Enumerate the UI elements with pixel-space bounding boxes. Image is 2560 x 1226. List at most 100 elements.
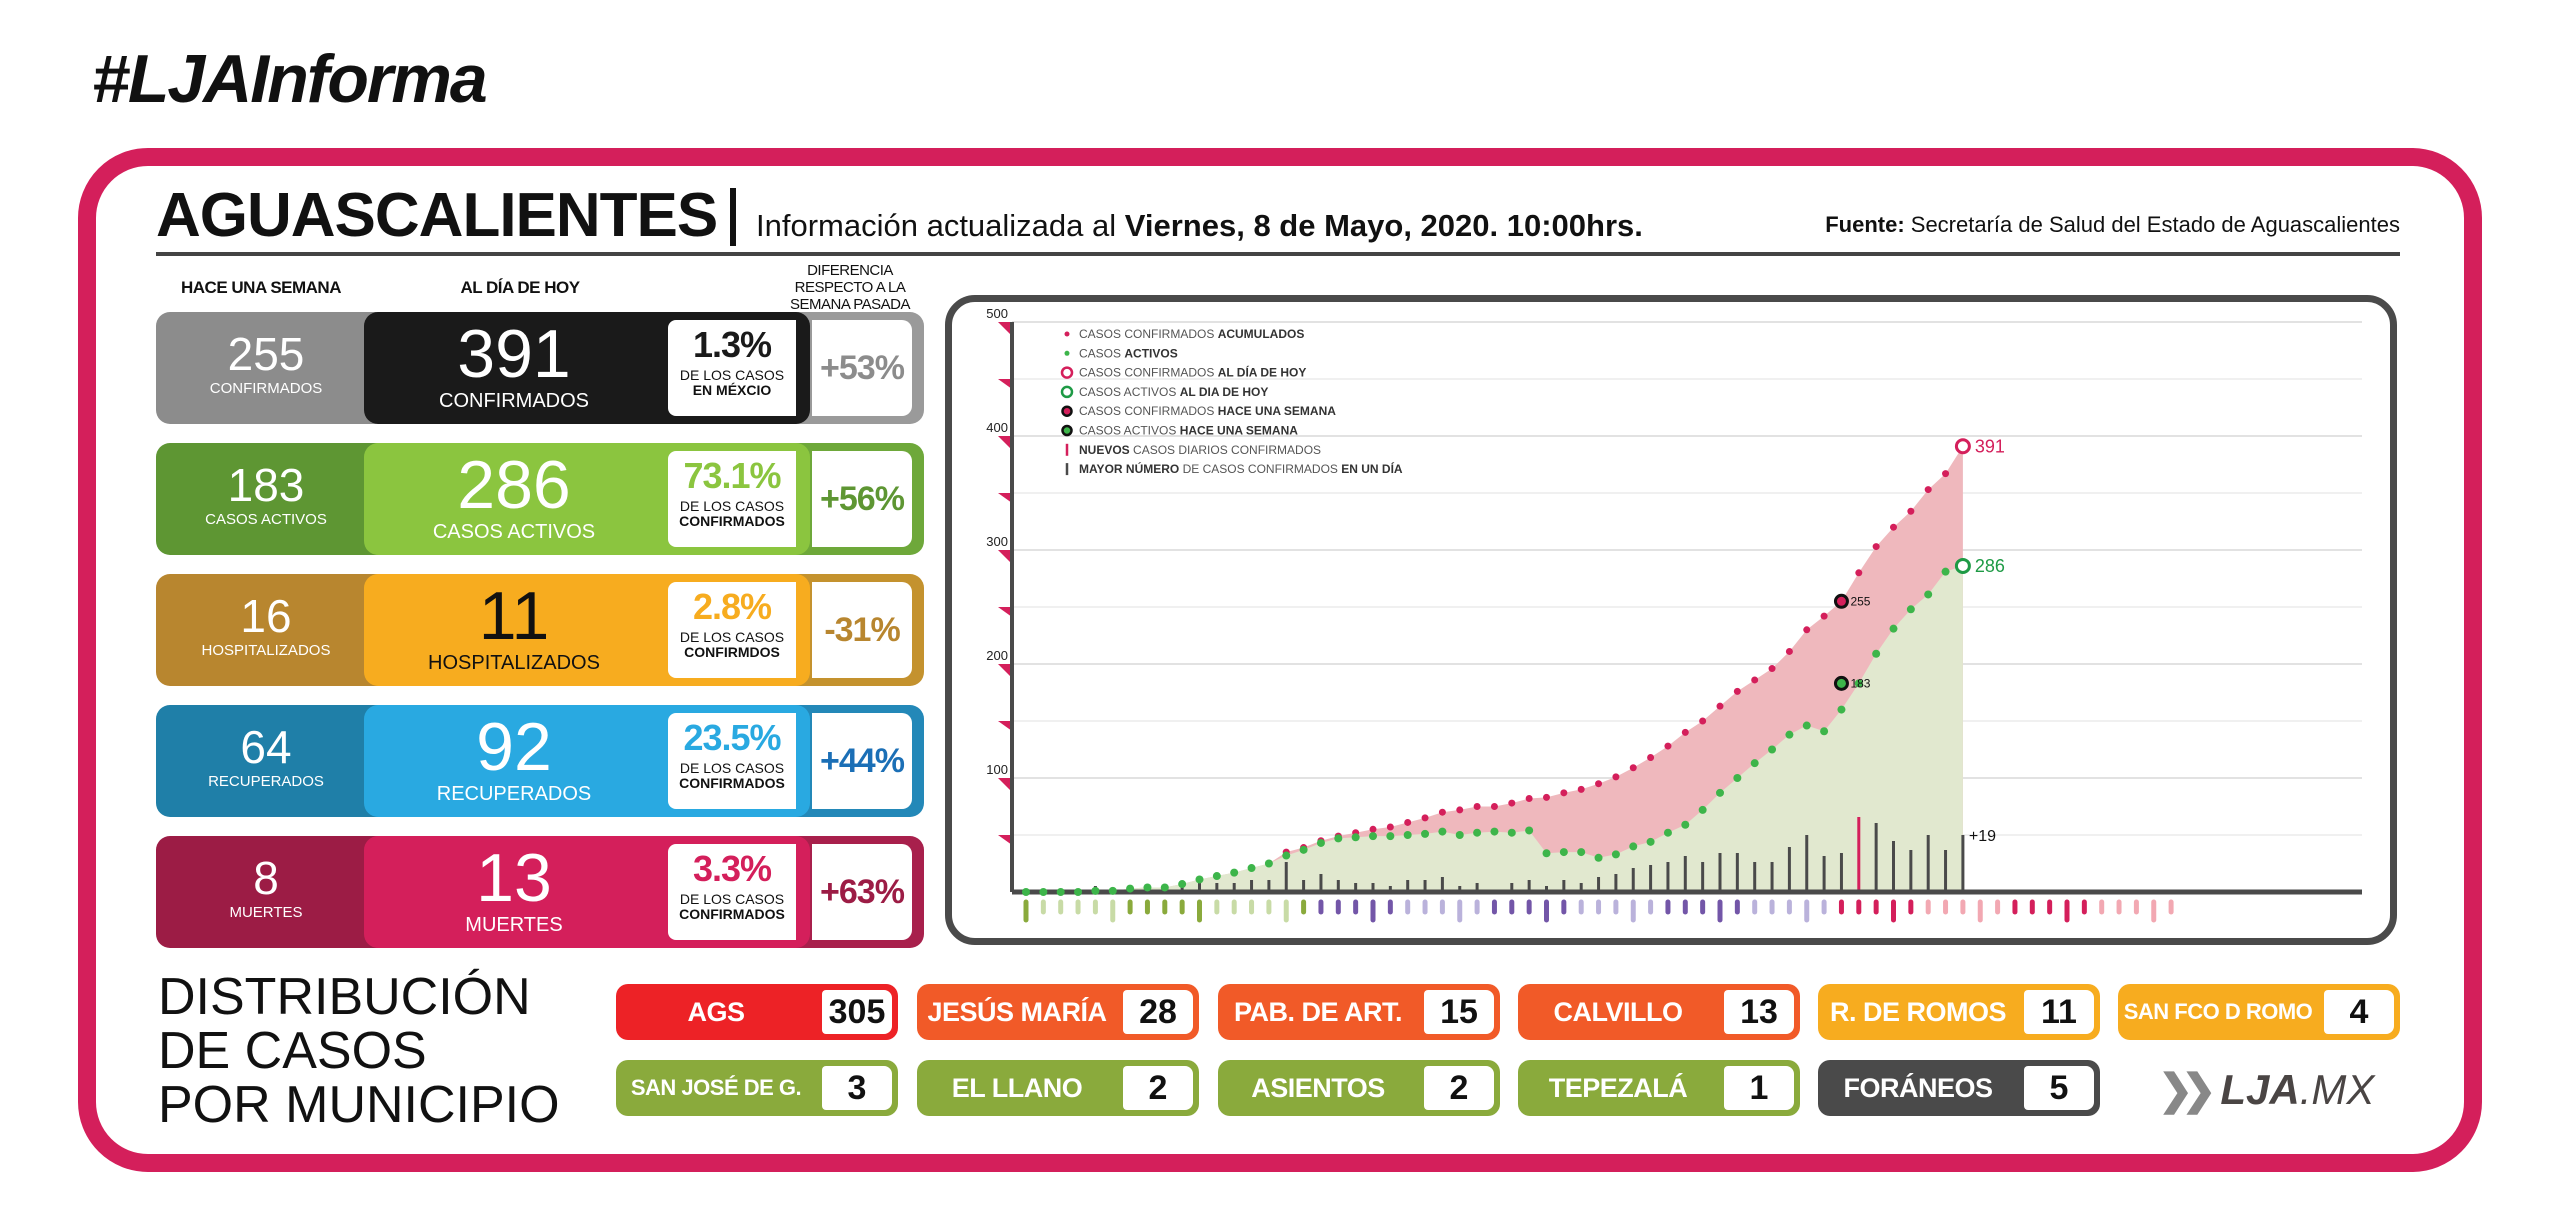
active-point xyxy=(1611,850,1620,859)
y-tick-label: 200 xyxy=(986,648,1008,663)
chart-container: 100 200 300 400 500 391 286 255 183 +19 CASOS CONF… xyxy=(945,295,2397,945)
stat-percent-box: 3.3% DE LOS CASOS CONFIRMADOS xyxy=(668,844,796,940)
y-tick-marker xyxy=(998,835,1012,845)
stat-week-value: 64 xyxy=(240,721,292,773)
col-header-week: HACE UNA SEMANA xyxy=(181,278,342,297)
stat-today-label: CONFIRMADOS xyxy=(439,390,589,412)
stat-week: 16 HOSPITALIZADOS xyxy=(156,574,376,686)
municipality-badge: R. DE ROMOS 11 xyxy=(1818,984,2100,1040)
stat-row: 8 MUERTES 13 MUERTES 3.3% DE LOS CASOS C… xyxy=(156,836,924,948)
active-point xyxy=(1230,868,1239,877)
confirmed-point xyxy=(1612,773,1620,781)
legend-ring-black-green-icon xyxy=(1061,424,1073,437)
active-point xyxy=(1212,872,1221,881)
active-point xyxy=(1178,880,1187,889)
active-point xyxy=(1108,886,1117,895)
legend-item-text: CASOS ACTIVOS AL DIA DE HOY xyxy=(1079,385,1268,399)
stat-today-value: 391 xyxy=(457,316,571,392)
source-text: Secretaría de Salud del Estado de Aguasc… xyxy=(1904,212,2400,237)
active-point xyxy=(1716,788,1724,797)
active-point xyxy=(1698,805,1707,814)
source: Fuente: Secretaría de Salud del Estado d… xyxy=(1825,212,2400,238)
stat-percent-box: 1.3% DE LOS CASOS EN MÉXCIO xyxy=(668,320,796,416)
active-point xyxy=(1941,567,1950,576)
stat-week-label: CASOS ACTIVOS xyxy=(205,511,327,528)
confirmed-point xyxy=(1942,470,1950,478)
y-tick-marker xyxy=(998,379,1012,389)
stat-percent-line2: CONFIRMADOS xyxy=(679,775,785,791)
legend-item-text: CASOS CONFIRMADOS AL DÍA DE HOY xyxy=(1079,365,1306,380)
municipality-name: TEPEZALÁ xyxy=(1548,1073,1688,1103)
stat-percent: 2.8% xyxy=(692,586,772,627)
active-point xyxy=(1264,859,1273,868)
page-title: AGUASCALIENTES xyxy=(156,181,718,250)
stat-week-label: MUERTES xyxy=(229,904,303,921)
source-label: Fuente: xyxy=(1825,212,1905,237)
stat-today: 13 MUERTES 3.3% DE LOS CASOS CONFIRMADOS xyxy=(364,836,810,948)
active-point xyxy=(1386,832,1395,841)
brand-hash: # xyxy=(92,41,130,117)
confirmed-point xyxy=(1924,486,1932,494)
municipality-badge: EL LLANO 2 xyxy=(917,1060,1199,1116)
active-point xyxy=(1473,828,1482,837)
municipality-badge: AGS 305 xyxy=(616,984,898,1040)
active-point xyxy=(1195,875,1204,884)
legend-item-text: CASOS ACTIVOS xyxy=(1079,346,1178,360)
confirmed-point xyxy=(1595,780,1603,788)
stat-today-label: HOSPITALIZADOS xyxy=(428,652,600,674)
confirmed-point xyxy=(1543,793,1550,801)
stat-percent: 23.5% xyxy=(683,717,781,758)
confirmed-point xyxy=(1386,823,1394,831)
active-point xyxy=(1143,883,1152,892)
y-tick-marker xyxy=(998,721,1012,731)
confirmed-point xyxy=(1369,825,1377,833)
confirmed-point xyxy=(1577,785,1585,793)
active-point xyxy=(1559,848,1568,857)
municipality-badge: ASIENTOS 2 xyxy=(1218,1060,1500,1116)
municipality-badge: CALVILLO 13 xyxy=(1518,984,1800,1040)
active-point xyxy=(1854,679,1863,688)
municipality-value: 2 xyxy=(1123,1066,1193,1110)
legend-ring-black-red-icon xyxy=(1061,405,1073,417)
active-point xyxy=(1160,883,1169,892)
confirmed-point xyxy=(1785,647,1793,655)
municipality-badge: FORÁNEOS 5 xyxy=(1818,1060,2100,1116)
today-label: 286 xyxy=(1975,556,2005,576)
stat-percent-line1: DE LOS CASOS xyxy=(679,498,785,514)
stat-percent-line1: DE LOS CASOS xyxy=(679,367,785,383)
municipality-badge: SAN FCO D ROMO 4 xyxy=(2118,984,2400,1040)
confirmed-point xyxy=(1508,799,1516,807)
stat-row: 183 CASOS ACTIVOS 286 CASOS ACTIVOS 73.1… xyxy=(156,443,924,555)
stat-percent-line2: CONFIRMADOS xyxy=(679,906,785,922)
confirmed-point xyxy=(1855,569,1863,577)
active-point xyxy=(1750,759,1759,768)
stat-row: 64 RECUPERADOS 92 RECUPERADOS 23.5% DE L… xyxy=(156,705,924,817)
chart-svg: 100 200 300 400 500 391 286 255 183 +19 CASOS CONF… xyxy=(986,306,2362,923)
active-point xyxy=(1507,828,1516,837)
stat-week-value: 183 xyxy=(227,459,305,511)
active-point xyxy=(1022,888,1030,896)
confirmed-point xyxy=(1820,612,1828,620)
lja-mx-logo: ❯❯ LJA.MX xyxy=(2158,1065,2374,1114)
active-point xyxy=(1802,721,1811,730)
municipality-name: EL LLANO xyxy=(951,1073,1083,1103)
legend-ring-red-icon xyxy=(1060,366,1074,379)
stat-percent-line2: EN MÉXCIO xyxy=(692,382,772,398)
stat-week-label: HOSPITALIZADOS xyxy=(201,642,331,659)
active-point xyxy=(1525,826,1534,835)
active-point xyxy=(1334,834,1343,843)
confirmed-point xyxy=(1473,803,1481,810)
confirmed-point xyxy=(1768,665,1776,673)
y-tick-marker xyxy=(998,778,1012,792)
municipality-name: AGS xyxy=(687,997,745,1027)
y-tick-label: 100 xyxy=(986,762,1008,777)
y-tick-marker xyxy=(998,493,1012,503)
legend-item-text: CASOS CONFIRMADOS HACE UNA SEMANA xyxy=(1079,404,1336,418)
active-point xyxy=(1785,730,1794,739)
active-point xyxy=(1403,831,1412,839)
municipality-name: PAB. DE ART. xyxy=(1233,997,1403,1027)
municipality-value: 1 xyxy=(1724,1066,1794,1110)
stat-week: 255 CONFIRMADOS xyxy=(156,312,376,424)
legend-item-text: NUEVOS CASOS DIARIOS CONFIRMADOS xyxy=(1079,443,1321,457)
active-point xyxy=(1733,774,1742,782)
